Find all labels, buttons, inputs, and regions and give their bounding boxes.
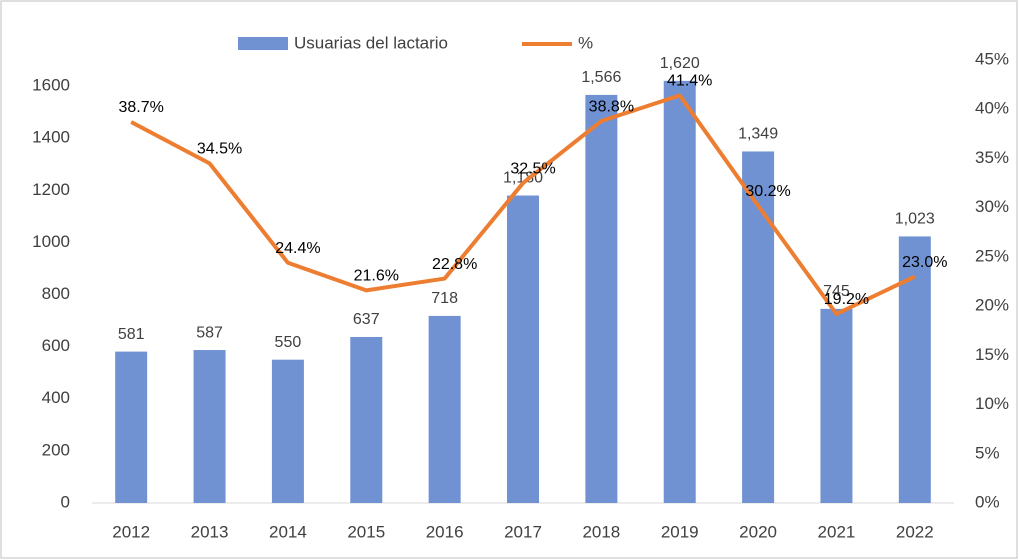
bar: [820, 308, 853, 503]
line-value-label: 24.4%: [275, 240, 320, 257]
y2-tick-label: 5%: [975, 443, 1000, 462]
x-tick-label: 2020: [739, 522, 777, 541]
legend-label: %: [578, 33, 593, 52]
legend-label: Usuarias del lactario: [294, 33, 448, 52]
line-value-label: 34.5%: [197, 141, 242, 158]
line-value-label: 38.7%: [118, 99, 163, 116]
bar-value-label: 1,566: [581, 69, 621, 86]
x-tick-label: 2019: [661, 522, 699, 541]
y-tick-label: 1200: [32, 180, 70, 199]
y2-tick-label: 0%: [975, 492, 1000, 511]
x-tick-label: 2021: [818, 522, 856, 541]
y2-tick-label: 35%: [975, 148, 1009, 167]
bar-value-label: 581: [118, 326, 145, 343]
line-value-label: 30.2%: [745, 183, 790, 200]
line-series: [130, 93, 916, 316]
y2-tick-label: 20%: [975, 296, 1009, 315]
bar-value-label: 637: [353, 311, 380, 328]
bar: [350, 337, 383, 503]
x-tick-label: 2013: [191, 522, 229, 541]
bar-value-label: 1,023: [895, 211, 935, 228]
line-value-label: 41.4%: [667, 73, 712, 90]
bar-value-label: 587: [196, 324, 223, 341]
bar-value-label: 718: [431, 290, 458, 307]
bar: [271, 359, 304, 503]
bar: [663, 80, 696, 504]
x-tick-label: 2017: [504, 522, 542, 541]
line-value-label: 21.6%: [354, 268, 399, 285]
y-tick-label: 0: [61, 492, 70, 511]
bar-value-label: 1,620: [660, 55, 700, 72]
line-value-label: 22.8%: [432, 256, 477, 273]
bar: [585, 94, 618, 503]
line-value-label: 32.5%: [510, 160, 555, 177]
x-tick-label: 2016: [426, 522, 464, 541]
bar: [898, 236, 931, 504]
x-tick-label: 2022: [896, 522, 934, 541]
y-tick-label: 800: [42, 284, 70, 303]
y-tick-label: 400: [42, 388, 70, 407]
y2-tick-label: 45%: [975, 49, 1009, 68]
y-tick-label: 200: [42, 440, 70, 459]
bar: [742, 151, 775, 503]
y2-tick-label: 40%: [975, 99, 1009, 118]
bar-value-label: 550: [275, 334, 302, 351]
bar: [428, 315, 461, 503]
line-value-label: 38.8%: [589, 98, 634, 115]
y2-tick-label: 25%: [975, 246, 1009, 265]
x-tick-label: 2015: [347, 522, 385, 541]
y2-tick-label: 15%: [975, 345, 1009, 364]
bar-value-label: 745: [823, 283, 850, 300]
y2-tick-label: 10%: [975, 394, 1009, 413]
bar: [115, 351, 148, 503]
y-tick-label: 1000: [32, 232, 70, 251]
x-tick-label: 2014: [269, 522, 307, 541]
x-tick-label: 2018: [582, 522, 620, 541]
y2-tick-label: 30%: [975, 197, 1009, 216]
bar-value-label: 1,349: [738, 126, 778, 143]
y-tick-label: 600: [42, 336, 70, 355]
legend-swatch: [238, 37, 288, 50]
line-value-label: 19.2%: [824, 291, 869, 308]
bar: [193, 350, 226, 503]
x-tick-label: 2012: [112, 522, 150, 541]
y-tick-label: 1400: [32, 128, 70, 147]
line-value-label: 23.0%: [902, 254, 947, 271]
bar: [507, 195, 539, 503]
y-tick-label: 1600: [32, 76, 70, 95]
